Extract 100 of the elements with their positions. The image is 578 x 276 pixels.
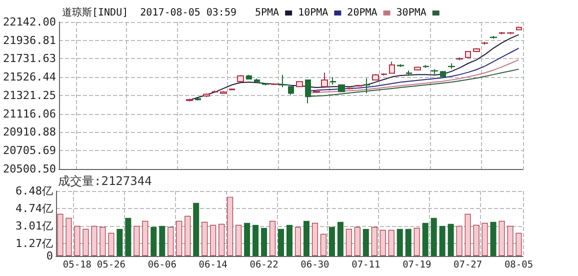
y-tick-label: 21731.63: [2, 52, 56, 66]
y-tick-label: 3.01亿: [16, 219, 53, 232]
candlestick: [389, 61, 395, 74]
y-tick-label: 20910.88: [2, 126, 56, 139]
candlestick: [465, 50, 471, 58]
bar: [193, 202, 200, 256]
bar: [354, 226, 360, 256]
y-tick-label: 4.74亿: [16, 202, 53, 215]
candlestick: [254, 78, 260, 84]
x-tick-label: 06-06: [148, 260, 177, 270]
candlestick: [397, 64, 404, 68]
chart-title: 道琼斯[INDU] 2017-08-05 03:59: [62, 6, 236, 18]
bar: [430, 218, 437, 256]
bar: [516, 232, 522, 256]
candlestick: [482, 41, 488, 46]
bar: [362, 228, 369, 256]
candlestick: [271, 82, 277, 86]
bar: [74, 226, 80, 256]
candlestick: [372, 74, 379, 81]
x-tick-label: 07-27: [454, 260, 482, 270]
candlestick: [507, 32, 514, 35]
bar: [405, 228, 412, 256]
bar: [490, 222, 496, 256]
line-series: [189, 34, 520, 100]
bar: [261, 228, 268, 256]
candlestick: [195, 97, 201, 102]
candlestick: [364, 78, 370, 94]
bar: [482, 222, 488, 256]
bar: [439, 226, 446, 256]
candlestick: [237, 74, 244, 83]
candlestick: [262, 82, 269, 86]
candlestick: [456, 57, 463, 61]
bar: [184, 216, 191, 256]
candlestick: [203, 92, 210, 98]
bar: [168, 226, 174, 256]
bar: [202, 222, 208, 256]
candlestick: [473, 48, 480, 53]
bar: [464, 214, 471, 256]
y-tick-label: 20500.50: [2, 162, 56, 176]
bar: [396, 228, 403, 256]
bar: [244, 222, 250, 256]
bar: [294, 226, 301, 256]
bar: [82, 228, 89, 256]
legend-label: 10PMA: [298, 8, 328, 18]
y-tick-label: 20705.69: [2, 144, 56, 158]
bar: [312, 222, 318, 256]
candlestick: [288, 86, 294, 96]
legend-label: 20PMA: [347, 8, 378, 18]
y-tick-label: 0: [46, 250, 53, 262]
bar: [371, 226, 378, 256]
candlestick: [381, 72, 387, 76]
bar: [134, 226, 140, 256]
candlestick: [305, 78, 311, 104]
bar: [91, 226, 98, 256]
bar: [227, 196, 234, 256]
bar: [218, 224, 225, 256]
bar: [473, 224, 480, 256]
bar: [456, 226, 462, 256]
y-tick-label: 6.48亿: [16, 184, 53, 198]
candlestick: [246, 74, 252, 80]
x-tick-label: 06-22: [250, 260, 278, 270]
bar: [108, 232, 114, 256]
y-tick-label: 21526.44: [2, 70, 56, 84]
y-tick-label: 22142.00: [2, 16, 56, 28]
x-tick-label: 07-11: [352, 260, 380, 270]
y-tick-label: 21321.25: [2, 89, 56, 102]
bar: [150, 226, 157, 256]
text: 成交量:2127344: [58, 174, 152, 188]
candlestick: [186, 98, 193, 102]
candlestick: [338, 84, 345, 93]
bar: [346, 228, 352, 256]
candlestick: [406, 70, 412, 76]
y-tick-label: 1.27亿: [16, 236, 53, 250]
bar: [303, 220, 310, 256]
x-tick-label: 07-19: [402, 260, 432, 270]
bar: [380, 230, 386, 256]
candlestick: [212, 90, 218, 94]
candlestick: [355, 84, 362, 88]
x-tick-label: 05-26: [96, 260, 126, 270]
bar: [252, 224, 259, 256]
x-tick-label: 05-18: [62, 260, 92, 270]
bar: [236, 224, 242, 256]
y-tick-label: 21116.06: [2, 107, 56, 120]
bar: [328, 226, 335, 256]
bar: [57, 214, 64, 256]
bar: [66, 218, 72, 256]
y-tick-label: 21936.81: [2, 34, 56, 47]
candlestick: [499, 32, 505, 35]
legend-label: 30PMA: [396, 8, 426, 18]
bar: [100, 226, 106, 256]
bar: [498, 220, 505, 256]
candlestick: [279, 74, 286, 88]
candlestick: [516, 26, 522, 31]
bar: [125, 218, 132, 256]
bar: [422, 222, 428, 256]
x-tick-label: 08-05: [504, 260, 534, 270]
bar: [270, 220, 276, 256]
bar: [320, 234, 326, 256]
candlestick: [296, 80, 303, 88]
bar: [507, 226, 514, 256]
